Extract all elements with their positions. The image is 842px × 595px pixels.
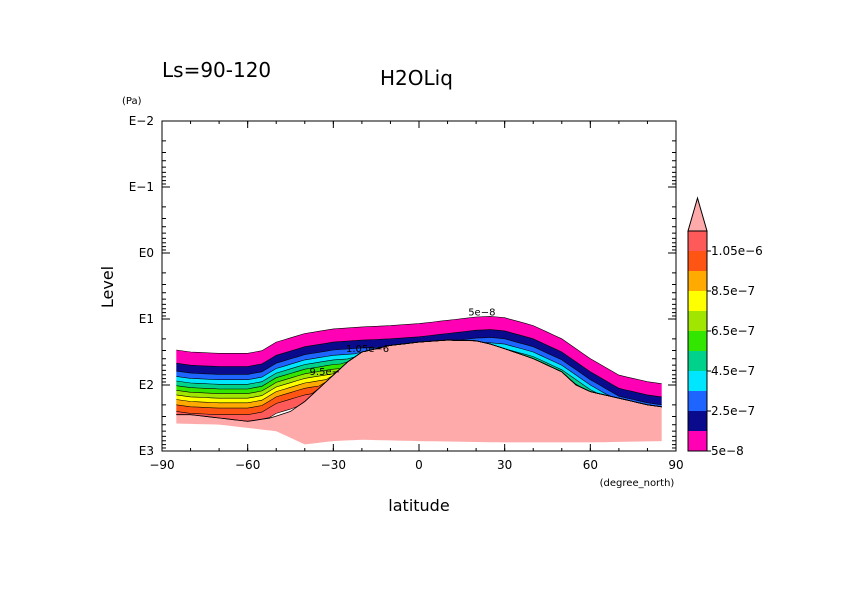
contour-band-11	[176, 340, 662, 422]
y-tick-label: E1	[139, 312, 154, 326]
contour-fills	[176, 316, 662, 445]
colorbar-swatch	[688, 351, 707, 371]
colorbar-swatch	[688, 271, 707, 291]
y-tick-label: E0	[139, 246, 154, 260]
contour-band-1	[176, 316, 662, 397]
colorbar-swatch	[688, 371, 707, 391]
x-tick-label: −30	[321, 458, 346, 472]
colorbar: 5e−8 2.5e−7 4.5e−7 6.5e−7 8.5e−7 1.05e−6	[687, 196, 763, 458]
contour-band-5	[176, 340, 662, 407]
colorbar-swatch	[688, 431, 707, 451]
contour-annotation: 5e−8	[468, 308, 495, 319]
contour-saturated-region	[176, 340, 662, 445]
colorbar-frame	[687, 230, 708, 452]
x-tick-label: −60	[235, 458, 260, 472]
contour-line-max	[176, 339, 662, 422]
colorbar-swatch	[688, 391, 707, 411]
contour-band-2	[176, 329, 662, 405]
colorbar-swatch	[688, 311, 707, 331]
x-unit-label: (degree_north)	[600, 478, 675, 489]
contour-lines	[176, 316, 662, 422]
colorbar-label: 1.05e−6	[711, 244, 763, 258]
x-tick-label: 90	[668, 458, 683, 472]
contour-annotation: 9.5e−	[310, 367, 340, 378]
x-tick-label: 0	[415, 458, 423, 472]
chart-subtitle: Ls=90-120	[162, 58, 271, 82]
y-tick-label: E3	[139, 444, 154, 458]
contour-annotation: 1.05e−6	[346, 344, 389, 355]
x-tick-label: −90	[149, 458, 174, 472]
colorbar-swatch	[688, 291, 707, 311]
colorbar-overflow-triangle	[687, 196, 708, 232]
contour-band-10	[176, 340, 662, 415]
x-tick-label: 30	[497, 458, 512, 472]
contour-band-3	[176, 337, 662, 407]
colorbar-label: 5e−8	[711, 444, 744, 458]
contour-annotations: 5e−8 1.05e−6 9.5e−	[310, 308, 496, 378]
chart-title: H2OLiq	[380, 66, 453, 90]
contour-line-1	[176, 329, 662, 398]
colorbar-label: 6.5e−7	[711, 324, 755, 338]
x-axis: −90 −60 −30 0 30 60 90	[149, 121, 684, 472]
colorbar-label: 8.5e−7	[711, 284, 755, 298]
x-tick-label: 60	[583, 458, 598, 472]
contour-band-4	[176, 340, 662, 407]
y-unit-label: (Pa)	[122, 96, 142, 107]
colorbar-label: 2.5e−7	[711, 404, 755, 418]
y-tick-label: E−1	[129, 180, 154, 194]
colorbar-swatch	[688, 231, 707, 251]
y-axis: E−2 E−1 E0 E1 E2 E3	[129, 114, 676, 458]
y-axis-label: Level	[98, 266, 117, 308]
colorbar-swatch	[688, 411, 707, 431]
contour-line-min	[176, 316, 662, 384]
y-tick-label: E2	[139, 378, 154, 392]
colorbar-label: 4.5e−7	[711, 364, 755, 378]
y-tick-label: E−2	[129, 114, 154, 128]
x-axis-label: latitude	[388, 496, 449, 515]
colorbar-swatch	[688, 251, 707, 271]
colorbar-swatch	[688, 331, 707, 351]
contour-band-8	[176, 340, 662, 407]
